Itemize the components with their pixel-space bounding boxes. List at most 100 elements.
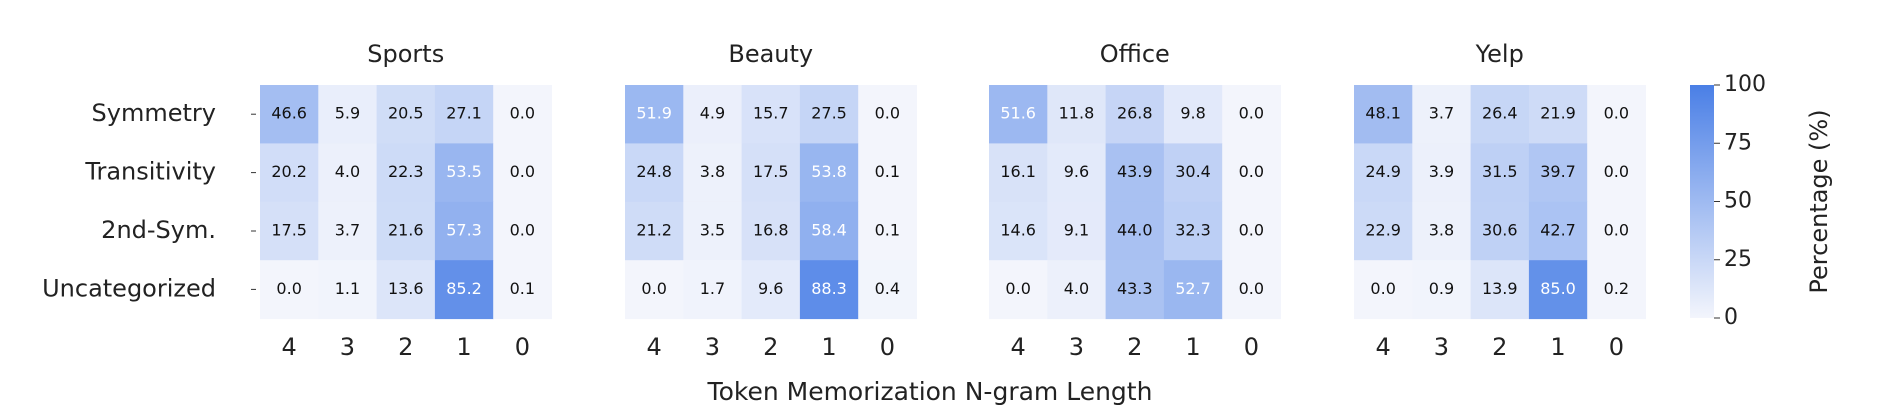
heatmap-cell xyxy=(1163,201,1223,261)
cell-label: 1.7 xyxy=(700,279,725,298)
cell-label: 0.0 xyxy=(1604,221,1629,240)
cell-label: 0.0 xyxy=(875,104,900,123)
x-tick-label: 3 xyxy=(1434,333,1449,361)
cell-label: 1.1 xyxy=(335,279,360,298)
cell-label: 30.6 xyxy=(1482,221,1518,240)
cell-label: 0.1 xyxy=(510,279,535,298)
cell-label: 43.9 xyxy=(1117,162,1153,181)
heatmap-cell xyxy=(1047,260,1107,320)
heatmap-cell xyxy=(683,85,743,144)
heatmap-cell xyxy=(260,85,319,144)
cell-label: 15.7 xyxy=(753,104,789,123)
cell-label: 24.8 xyxy=(636,162,672,181)
heatmap-cell xyxy=(799,260,859,320)
cell-label: 42.7 xyxy=(1540,221,1576,240)
heatmap-cell xyxy=(493,143,552,203)
colorbar-label: Percentage (%) xyxy=(1805,109,1833,293)
cell-label: 13.6 xyxy=(388,279,424,298)
heatmap-cell xyxy=(625,260,684,320)
heatmap-cell xyxy=(741,143,801,203)
heatmap-cell xyxy=(493,201,552,261)
cell-label: 51.9 xyxy=(636,104,672,123)
cell-label: 0.0 xyxy=(1239,279,1264,298)
y-tick-label: Uncategorized xyxy=(42,274,216,302)
heatmap-cell xyxy=(1528,260,1588,320)
heatmap-cell xyxy=(1354,85,1413,144)
heatmap-cell xyxy=(376,201,436,261)
heatmap-cell xyxy=(318,85,378,144)
cell-label: 43.3 xyxy=(1117,279,1153,298)
heatmap-cell xyxy=(1163,260,1223,320)
cell-label: 0.0 xyxy=(510,104,535,123)
heatmap-cell xyxy=(376,85,436,144)
cell-label: 3.7 xyxy=(335,221,360,240)
cell-label: 0.9 xyxy=(1429,279,1454,298)
colorbar-tick-label: 50 xyxy=(1724,189,1752,214)
heatmap-cell xyxy=(989,260,1048,320)
cell-label: 48.1 xyxy=(1365,104,1401,123)
y-tick-label: 2nd-Sym. xyxy=(101,216,216,244)
heatmap-cell xyxy=(1528,85,1588,144)
x-tick-label: 4 xyxy=(1011,333,1026,361)
heatmap-cell xyxy=(1163,143,1223,203)
x-tick-label: 3 xyxy=(1069,333,1084,361)
heatmap-cell xyxy=(741,85,801,144)
cell-label: 0.1 xyxy=(875,162,900,181)
cell-label: 0.0 xyxy=(641,279,666,298)
cell-label: 39.7 xyxy=(1540,162,1576,181)
cell-label: 24.9 xyxy=(1365,162,1401,181)
heatmap-cell xyxy=(1163,85,1223,144)
heatmap-cell xyxy=(434,260,494,320)
cell-label: 51.6 xyxy=(1000,104,1036,123)
heatmap-cell xyxy=(1412,143,1472,203)
cell-label: 85.0 xyxy=(1540,279,1576,298)
cell-label: 44.0 xyxy=(1117,221,1153,240)
cell-label: 27.5 xyxy=(811,104,847,123)
heatmap-cell xyxy=(1412,85,1472,144)
heatmap-cell xyxy=(741,201,801,261)
heatmap-cell xyxy=(434,201,494,261)
heatmap-cell xyxy=(683,201,743,261)
heatmap-cell xyxy=(683,260,743,320)
cell-label: 3.7 xyxy=(1429,104,1454,123)
heatmap-cell xyxy=(1222,85,1281,144)
cell-label: 53.5 xyxy=(446,162,482,181)
heatmap-cell xyxy=(1354,143,1413,203)
heatmap-cell xyxy=(260,260,319,320)
heatmap-cell xyxy=(1470,201,1530,261)
cell-label: 53.8 xyxy=(811,162,847,181)
cell-label: 11.8 xyxy=(1059,104,1095,123)
heatmap-cell xyxy=(1470,85,1530,144)
cell-label: 3.9 xyxy=(1429,162,1454,181)
heatmap-cell xyxy=(1354,260,1413,320)
heatmap-cell xyxy=(1528,201,1588,261)
heatmap-cell xyxy=(1105,85,1165,144)
cell-label: 31.5 xyxy=(1482,162,1518,181)
x-tick-label: 4 xyxy=(1376,333,1391,361)
x-tick-label: 3 xyxy=(705,333,720,361)
cell-label: 9.8 xyxy=(1180,104,1205,123)
heatmap-cell xyxy=(858,143,917,203)
cell-label: 85.2 xyxy=(446,279,482,298)
cell-label: 0.0 xyxy=(1604,104,1629,123)
cell-label: 0.1 xyxy=(875,221,900,240)
cell-label: 0.0 xyxy=(1370,279,1395,298)
heatmap-cell xyxy=(1047,201,1107,261)
heatmap-cell xyxy=(858,260,917,320)
x-tick-label: 1 xyxy=(1185,333,1200,361)
cell-label: 26.8 xyxy=(1117,104,1153,123)
x-tick-label: 1 xyxy=(821,333,836,361)
heatmap-cell xyxy=(799,201,859,261)
x-tick-label: 2 xyxy=(1127,333,1142,361)
panel-title: Beauty xyxy=(728,40,813,68)
x-tick-label: 0 xyxy=(1244,333,1259,361)
heatmap-cell xyxy=(434,85,494,144)
x-tick-label: 1 xyxy=(456,333,471,361)
heatmap-cell xyxy=(376,260,436,320)
cell-label: 21.9 xyxy=(1540,104,1576,123)
heatmap-cell xyxy=(989,143,1048,203)
heatmap-cell xyxy=(1528,143,1588,203)
heatmap-cell xyxy=(799,143,859,203)
heatmap-cell xyxy=(1354,201,1413,261)
heatmap-cell xyxy=(260,201,319,261)
